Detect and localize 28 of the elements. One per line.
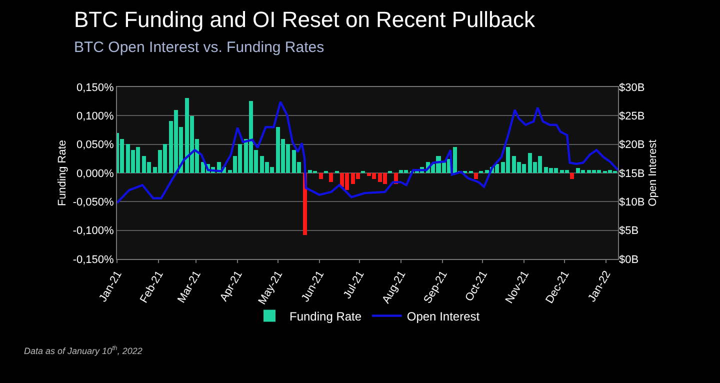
y-tick-label: 0,100% [76,110,114,123]
y2-tick-label: $20B [619,139,645,152]
line-series [117,100,618,204]
y2-tick-label: $25B [619,110,645,123]
y2-tick-label: $10B [619,196,645,209]
y2-axis-title: Open Interest [646,140,659,206]
y2-tick-label: $0B [619,254,639,266]
y2-tick-label: $15B [619,168,645,180]
bar [474,173,478,179]
y2-tick-label: $30B [619,82,645,94]
y-tick-label: 0,050% [76,139,114,152]
bar [485,170,489,173]
chart-subtitle: BTC Open Interest vs. Funding Rates [74,39,324,56]
bar [319,173,323,179]
y-tick-label: 0,000% [76,168,114,180]
y-tick-label: -0,100% [72,225,114,238]
y2-tick-label: $5B [619,225,639,238]
legend-label: Open Interest [406,309,480,324]
bar [453,147,457,173]
bar [329,173,333,182]
y-axis-title: Funding Rate [56,140,68,206]
y-tick-label: 0,150% [76,82,114,94]
chart-title: BTC Funding and OI Reset on Recent Pullback [74,7,536,32]
bar [570,173,574,179]
legend-label: Funding Rate [290,309,362,324]
text: Data as of January 10$^{th}$, 2022 [24,345,142,356]
y-tick-label: -0,050% [72,196,114,209]
y-tick-label: -0,150% [72,254,114,266]
